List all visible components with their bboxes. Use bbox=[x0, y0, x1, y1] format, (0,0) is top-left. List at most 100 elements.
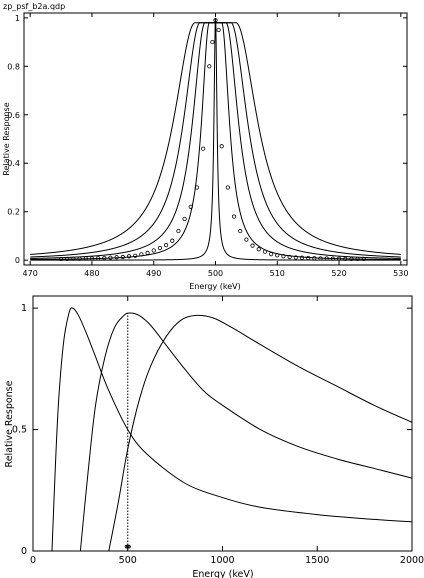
bottom-x-tick-label: 1000 bbox=[210, 555, 234, 566]
top-marker-point bbox=[293, 255, 298, 260]
top-plot-frame bbox=[23, 12, 408, 266]
top-marker-point bbox=[145, 250, 150, 255]
top-marker-point bbox=[201, 146, 206, 151]
top-marker-point bbox=[163, 243, 169, 248]
bottom-y-ticks: 00.51 bbox=[12, 303, 412, 557]
top-marker-point bbox=[114, 255, 119, 260]
top-marker-point bbox=[281, 254, 286, 259]
bottom-annotations bbox=[124, 313, 131, 551]
bottom-plot-frame bbox=[32, 295, 413, 552]
top-marker-point bbox=[306, 255, 311, 261]
top-marker-point bbox=[216, 27, 221, 33]
top-series-4 bbox=[30, 22, 401, 258]
top-series-1 bbox=[30, 17, 401, 261]
top-x-tick-label: 510 bbox=[270, 269, 285, 278]
top-marker-point bbox=[151, 248, 156, 253]
top-marker-point bbox=[96, 256, 101, 261]
top-marker-point bbox=[299, 255, 305, 260]
top-series-3 bbox=[30, 22, 401, 259]
top-marker-point bbox=[194, 185, 200, 190]
bottom-y-tick-label: 0.5 bbox=[12, 425, 27, 436]
top-marker-point bbox=[244, 237, 249, 242]
bottom-x-tick-label: 2000 bbox=[400, 555, 424, 566]
top-x-tick-label: 500 bbox=[208, 269, 223, 278]
top-x-ticks: 470 480 490 500 510 520 530 bbox=[23, 13, 408, 278]
top-marker-point bbox=[275, 253, 280, 258]
top-marker-point bbox=[355, 256, 360, 262]
top-marker-point bbox=[349, 256, 354, 262]
top-marker-point bbox=[312, 256, 317, 261]
bottom-marker-point bbox=[125, 544, 130, 549]
bottom-y-tick-label: 1 bbox=[21, 303, 27, 314]
bottom-series-1 bbox=[51, 307, 413, 552]
top-marker-point bbox=[77, 256, 82, 261]
top-y-tick-label: 0.6 bbox=[7, 111, 20, 120]
top-marker-point bbox=[330, 256, 335, 261]
top-marker-point bbox=[318, 256, 323, 261]
top-marker-point bbox=[231, 214, 237, 219]
top-marker-point bbox=[65, 256, 70, 262]
top-marker-point bbox=[176, 228, 181, 234]
top-marker-point bbox=[157, 245, 163, 251]
top-marker-point bbox=[256, 247, 261, 252]
top-x-tick-label: 490 bbox=[146, 269, 161, 278]
top-x-tick-label: 480 bbox=[84, 269, 99, 278]
top-marker-point bbox=[343, 256, 348, 262]
bottom-series-2 bbox=[79, 312, 413, 552]
bottom-x-tick-label: 1500 bbox=[305, 555, 329, 566]
top-y-tick-label: 0.2 bbox=[7, 208, 20, 217]
top-marker-point bbox=[182, 216, 187, 222]
top-marker-point bbox=[89, 256, 95, 261]
top-series-2 bbox=[30, 22, 401, 261]
top-marker-point bbox=[213, 18, 218, 23]
top-x-axis-label: Energy (keV) bbox=[189, 282, 241, 291]
top-marker-point bbox=[225, 185, 230, 190]
top-marker-point bbox=[108, 255, 113, 260]
top-marker-point bbox=[58, 256, 64, 262]
top-y-tick-label: 0.8 bbox=[7, 62, 20, 71]
bottom-marker-point bbox=[124, 544, 129, 549]
top-marker-point bbox=[133, 253, 138, 258]
top-marker-point bbox=[210, 39, 215, 45]
bottom-y-axis-label: Relative Response bbox=[4, 380, 15, 467]
bottom-marker-point bbox=[127, 544, 131, 549]
bottom-x-ticks: 0 500 1000 1500 2000 bbox=[30, 296, 424, 566]
top-y-tick-label: 0 bbox=[15, 256, 20, 265]
top-marker-point bbox=[170, 238, 175, 243]
top-markers bbox=[58, 18, 366, 262]
top-series-5 bbox=[30, 22, 401, 255]
bottom-x-tick-label: 0 bbox=[30, 555, 36, 566]
top-marker-point bbox=[71, 256, 76, 261]
top-marker-point bbox=[207, 64, 212, 69]
top-curves bbox=[30, 17, 401, 261]
top-marker-point bbox=[120, 254, 125, 260]
top-marker-point bbox=[219, 144, 224, 149]
bottom-curves bbox=[51, 307, 413, 552]
top-marker-point bbox=[262, 249, 268, 254]
bottom-y-tick-label: 0 bbox=[21, 546, 27, 557]
top-marker-point bbox=[83, 256, 88, 261]
top-x-tick-label: 530 bbox=[393, 269, 408, 278]
top-y-tick-label: 0.4 bbox=[7, 159, 20, 168]
bottom-series-3 bbox=[108, 314, 413, 552]
top-marker-point bbox=[336, 256, 342, 261]
bottom-x-axis-label: Energy (keV) bbox=[192, 569, 253, 578]
top-marker-point bbox=[287, 254, 292, 260]
top-y-tick-label: 1 bbox=[15, 14, 20, 23]
top-marker-point bbox=[126, 254, 132, 259]
top-marker-point bbox=[238, 228, 243, 234]
top-y-ticks: 0 0.2 0.4 0.6 0.8 1 bbox=[7, 14, 407, 265]
top-x-tick-label: 520 bbox=[331, 269, 346, 278]
bottom-x-tick-label: 500 bbox=[119, 555, 137, 566]
top-marker-point bbox=[250, 243, 255, 248]
plot-title-top: zp_psf_b2a.qdp bbox=[3, 2, 65, 11]
top-x-tick-label: 470 bbox=[23, 269, 38, 278]
top-marker-point bbox=[268, 251, 274, 257]
top-marker-point bbox=[139, 252, 144, 257]
top-marker-point bbox=[188, 204, 193, 209]
top-y-axis-label: Relative Response bbox=[2, 102, 11, 175]
top-marker-point bbox=[361, 256, 366, 262]
top-marker-point bbox=[102, 255, 107, 261]
top-marker-point bbox=[324, 256, 329, 261]
